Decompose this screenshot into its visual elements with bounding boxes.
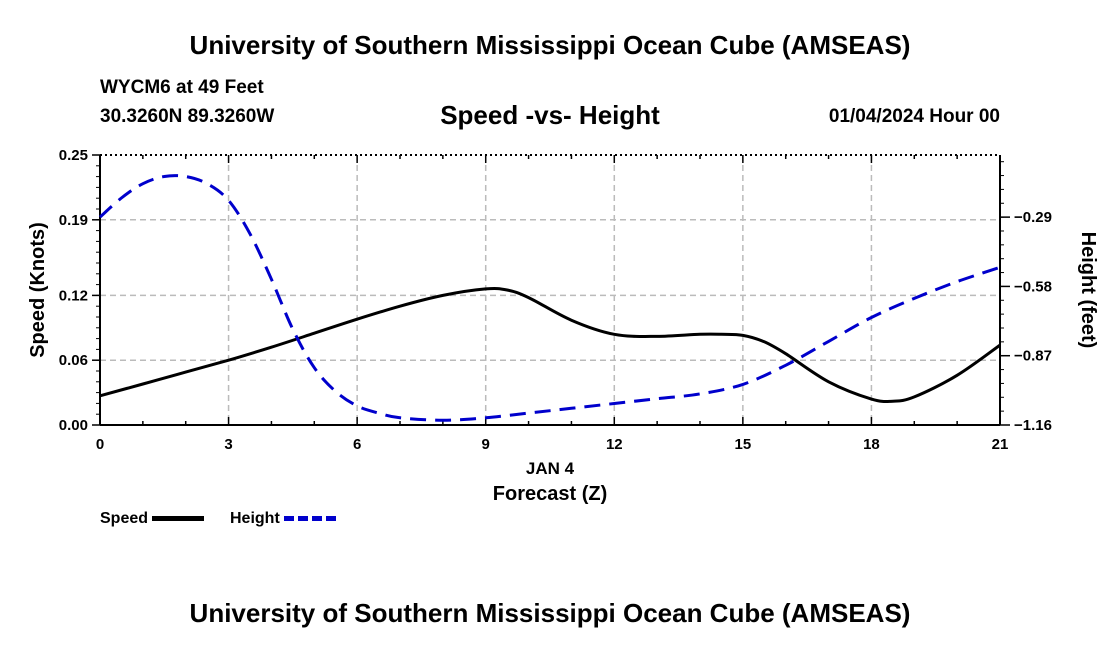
x-tick-label: 0 — [96, 436, 104, 453]
x-tick-label: 15 — [735, 436, 752, 453]
x-tick-label: 3 — [224, 436, 232, 453]
legend-speed-swatch — [152, 516, 205, 522]
y-tick-label: 0.06 — [59, 352, 88, 369]
y2-tick-label: −0.29 — [1014, 209, 1052, 226]
legend-height-swatch — [284, 516, 337, 522]
station-label: WYCM6 at 49 Feet — [100, 77, 264, 98]
y2-tick-label: −0.87 — [1014, 348, 1052, 365]
legend-speed: Speed — [100, 510, 205, 528]
chart-title: Speed -vs- Height — [440, 100, 660, 130]
x-axis-label: Forecast (Z) — [493, 483, 607, 505]
y2-axis-label: Height (feet) — [1077, 232, 1099, 349]
series-line-height — [99, 174, 1001, 422]
x-axis-sublabel: JAN 4 — [526, 459, 575, 478]
series-line-speed — [99, 286, 1001, 404]
page-title: University of Southern Mississippi Ocean… — [189, 30, 911, 60]
x-tick-label: 12 — [606, 436, 623, 453]
x-tick-label: 18 — [863, 436, 880, 453]
y-axis-label: Speed (Knots) — [27, 222, 49, 358]
footer-title: University of Southern Mississippi Ocean… — [189, 598, 911, 628]
y-tick-label: 0.00 — [59, 417, 88, 434]
x-tick-label: 9 — [482, 436, 490, 453]
date-label: 01/04/2024 Hour 00 — [828, 106, 1000, 127]
y-tick-label: 0.12 — [59, 287, 88, 304]
legend-height-label: Height — [230, 510, 280, 527]
y-tick-label: 0.25 — [59, 147, 88, 164]
y2-tick-label: −0.58 — [1014, 278, 1052, 295]
legend-speed-label: Speed — [100, 510, 149, 527]
x-tick-label: 21 — [992, 436, 1009, 453]
x-tick-label: 6 — [353, 436, 361, 453]
y-tick-label: 0.19 — [59, 212, 88, 229]
legend-height: Height — [230, 510, 337, 528]
y2-tick-label: −1.16 — [1014, 417, 1052, 434]
coordinates-label: 30.3260N 89.3260W — [100, 106, 275, 127]
